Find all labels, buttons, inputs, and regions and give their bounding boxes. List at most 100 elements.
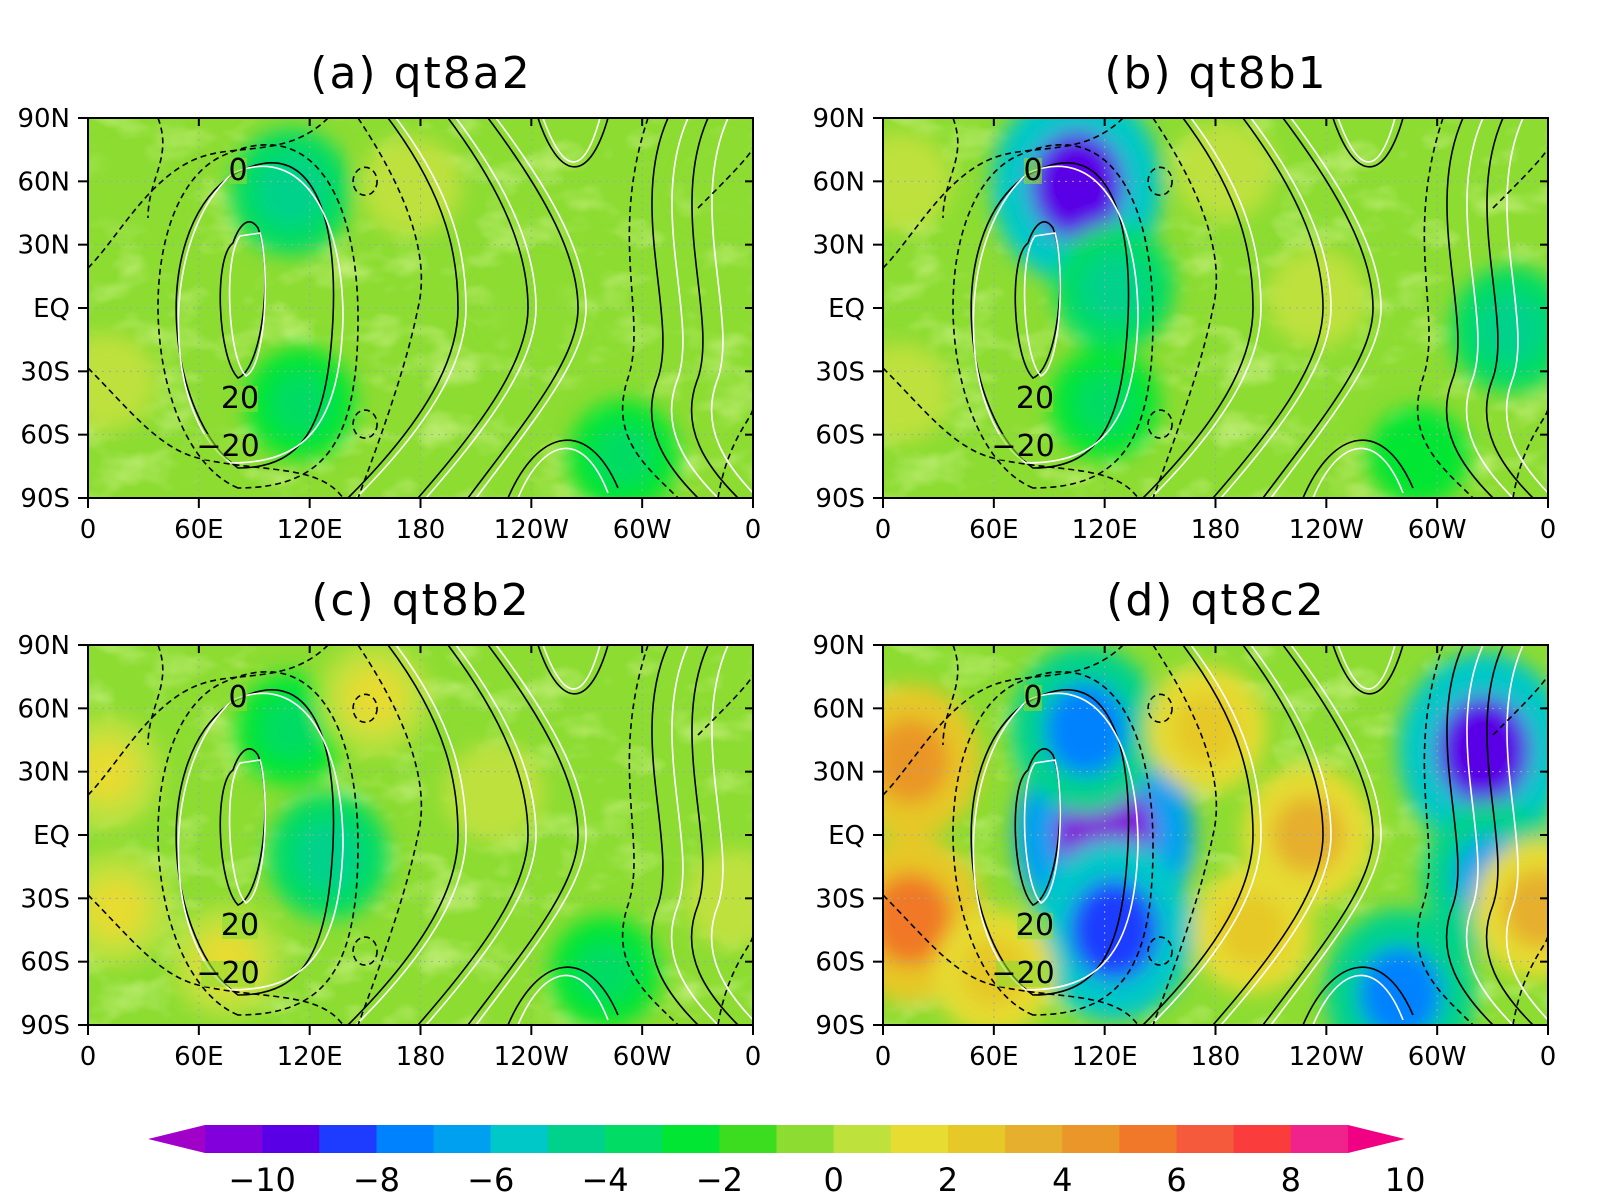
- contour-line: [157, 144, 359, 489]
- contour-line: [710, 118, 753, 495]
- contour-line: [88, 894, 344, 1025]
- contour-line: [1465, 645, 1514, 1025]
- contour-label: −20: [196, 429, 259, 464]
- x-tick-label: 0: [875, 515, 892, 545]
- x-tick-label: 180: [1191, 515, 1241, 545]
- contour-label-bg: [229, 158, 247, 184]
- colorbar-tick-label: −6: [467, 1161, 514, 1199]
- contour-line: [621, 645, 679, 1025]
- contour-line: [1147, 693, 1173, 724]
- colorbar-swatch: [490, 1125, 549, 1153]
- contour-line: [475, 118, 587, 498]
- x-tick-label: 0: [1540, 515, 1557, 545]
- contours: [883, 118, 1548, 498]
- colorbar-swatch: [319, 1125, 377, 1153]
- y-tick-label: 60S: [815, 948, 865, 978]
- contour-line: [147, 645, 164, 746]
- x-tick-label: 120W: [494, 515, 569, 545]
- y-tick-label: 90S: [20, 484, 70, 514]
- contour-line: [425, 118, 537, 498]
- contour-line: [425, 645, 537, 1025]
- colorbar-tick-label: 8: [1281, 1161, 1301, 1199]
- anomaly-blob-core: [1272, 796, 1344, 874]
- panel-d: (d) qt8c2 0 20 −20 0 60E 120E 180 120W 60W 0 90N 60…: [812, 575, 1556, 1072]
- plot-area: 0 20 −20: [883, 118, 1548, 498]
- contour-line: [972, 165, 1139, 464]
- contour-line: [1332, 118, 1404, 168]
- colorbar-swatch: [1119, 1125, 1178, 1153]
- contour-line: [942, 645, 959, 746]
- contour-label-bg: [222, 386, 258, 412]
- contour-line: [883, 367, 1139, 498]
- contour-line: [1492, 147, 1548, 209]
- anomaly-blob-core: [88, 740, 137, 803]
- colorbar-swatch: [833, 1125, 892, 1153]
- contour-line: [670, 645, 719, 1025]
- contour-line: [177, 165, 344, 464]
- colorbar-tick-label: −10: [228, 1161, 296, 1199]
- colorbar-high-arrow: [1348, 1125, 1405, 1153]
- panel-b-title: (b) qt8b1: [1104, 48, 1327, 99]
- contour-label-bg: [229, 685, 247, 711]
- contour-line: [1142, 118, 1254, 498]
- contour-line: [219, 748, 266, 906]
- x-tick-label: 120W: [1289, 1042, 1364, 1072]
- contour-line: [507, 439, 619, 498]
- contour-label-bg: [201, 961, 255, 987]
- contour-line: [347, 645, 459, 1025]
- colorbar-swatch: [262, 1125, 320, 1153]
- contour-line: [952, 671, 1154, 1016]
- anomaly-blob-core: [1503, 870, 1548, 948]
- x-tick-label: 0: [745, 1042, 762, 1072]
- x-tick-label: 120W: [494, 1042, 569, 1072]
- y-tick-label: 60N: [17, 694, 70, 724]
- contour-line: [88, 118, 329, 269]
- y-tick-label: 90S: [20, 1011, 70, 1041]
- contour-line: [517, 974, 609, 1025]
- x-tick-label: 60E: [969, 515, 1019, 545]
- plot-area: 0 20 −20: [88, 118, 753, 498]
- y-tick-label: 60S: [20, 421, 70, 451]
- colorbar-swatch: [1005, 1125, 1063, 1153]
- contour-line: [1147, 409, 1173, 439]
- contour-label-bg: [1017, 913, 1053, 939]
- colorbar-tick-label: −2: [696, 1161, 743, 1199]
- contour-line: [1152, 645, 1218, 1025]
- y-tick-label: 30S: [815, 357, 865, 387]
- colorbar-swatch: [890, 1125, 949, 1153]
- contour-line: [1416, 118, 1474, 498]
- contours: [88, 645, 753, 1025]
- contour-line: [1337, 645, 1396, 690]
- contour-line: [177, 692, 344, 991]
- contour-line: [157, 671, 359, 1016]
- x-tick-label: 120E: [1072, 1042, 1138, 1072]
- anomaly-blob-core: [1478, 294, 1545, 364]
- contour-line: [88, 367, 344, 498]
- anomaly-blob-core: [1030, 131, 1124, 240]
- colorbar-swatch: [776, 1125, 835, 1153]
- colorbar-swatch: [605, 1125, 663, 1153]
- contour-label: −20: [196, 956, 259, 991]
- contour-line: [621, 118, 679, 498]
- contours: [883, 645, 1548, 1025]
- contour-line: [1302, 439, 1414, 498]
- contour-line: [1270, 645, 1382, 1025]
- contour-label-bg: [201, 434, 255, 460]
- contour-line: [1337, 118, 1396, 163]
- contour-line: [1147, 166, 1173, 197]
- anomaly-blob-core: [258, 157, 325, 227]
- x-tick-label: 120E: [277, 1042, 343, 1072]
- contour-line: [1445, 645, 1494, 1025]
- colorbar-tick-label: −8: [353, 1161, 400, 1199]
- anomaly-blob-core: [1074, 372, 1135, 434]
- contour-label-bg: [996, 434, 1050, 460]
- colorbar-tick-label: 2: [938, 1161, 958, 1199]
- contour-line: [1023, 759, 1062, 904]
- contour-line: [467, 645, 579, 1025]
- y-tick-label: EQ: [33, 294, 70, 324]
- y-tick-label: EQ: [828, 821, 865, 851]
- anomaly-blob-core: [1080, 252, 1147, 322]
- contour-line: [357, 645, 423, 1025]
- contour-line: [1270, 118, 1382, 498]
- x-tick-label: 0: [875, 1042, 892, 1072]
